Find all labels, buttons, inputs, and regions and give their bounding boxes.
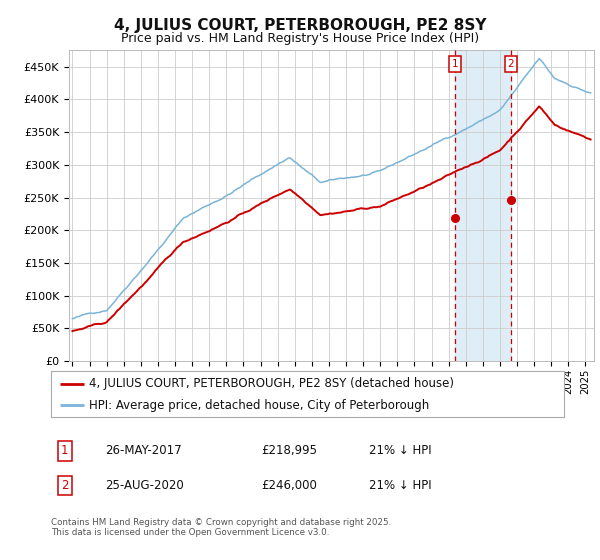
Text: 4, JULIUS COURT, PETERBOROUGH, PE2 8SY (detached house): 4, JULIUS COURT, PETERBOROUGH, PE2 8SY (…	[89, 377, 454, 390]
Text: Price paid vs. HM Land Registry's House Price Index (HPI): Price paid vs. HM Land Registry's House …	[121, 32, 479, 45]
Text: £218,995: £218,995	[261, 444, 317, 458]
Text: 21% ↓ HPI: 21% ↓ HPI	[369, 479, 431, 492]
Text: 2: 2	[508, 59, 514, 69]
Text: 1: 1	[452, 59, 458, 69]
Text: 26-MAY-2017: 26-MAY-2017	[105, 444, 182, 458]
Bar	[455, 50, 511, 361]
Text: HPI: Average price, detached house, City of Peterborough: HPI: Average price, detached house, City…	[89, 399, 430, 412]
Text: Contains HM Land Registry data © Crown copyright and database right 2025.
This d: Contains HM Land Registry data © Crown c…	[51, 518, 391, 538]
Text: £246,000: £246,000	[261, 479, 317, 492]
Text: 21% ↓ HPI: 21% ↓ HPI	[369, 444, 431, 458]
Text: 1: 1	[61, 444, 68, 458]
Text: 4, JULIUS COURT, PETERBOROUGH, PE2 8SY: 4, JULIUS COURT, PETERBOROUGH, PE2 8SY	[114, 18, 486, 33]
Text: 2: 2	[61, 479, 68, 492]
Text: 25-AUG-2020: 25-AUG-2020	[105, 479, 184, 492]
